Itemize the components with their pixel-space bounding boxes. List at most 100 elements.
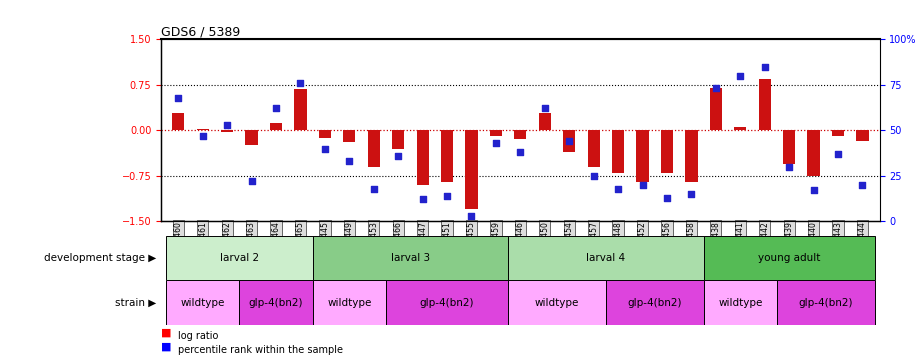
Bar — [172, 113, 184, 130]
Text: GSM459: GSM459 — [492, 221, 500, 253]
Bar — [246, 130, 258, 146]
Text: larval 2: larval 2 — [220, 253, 259, 263]
Point — [708, 86, 723, 91]
Point — [488, 140, 503, 146]
Text: ■: ■ — [161, 342, 171, 352]
Bar — [734, 127, 746, 130]
Point — [587, 173, 601, 179]
Text: GSM438: GSM438 — [711, 221, 720, 253]
Point — [855, 182, 869, 188]
Point — [269, 106, 284, 111]
Text: GSM442: GSM442 — [760, 221, 769, 253]
Text: wildtype: wildtype — [718, 297, 763, 308]
Text: GSM443: GSM443 — [834, 221, 843, 253]
Bar — [832, 130, 845, 136]
Text: young adult: young adult — [758, 253, 821, 263]
Bar — [704, 236, 875, 280]
Text: glp-4(bn2): glp-4(bn2) — [799, 297, 853, 308]
Point — [293, 80, 308, 86]
Bar — [367, 130, 379, 167]
Bar — [704, 280, 777, 325]
Bar — [490, 130, 502, 136]
Bar — [685, 130, 697, 182]
Bar — [636, 130, 648, 182]
Text: GSM444: GSM444 — [858, 221, 867, 253]
Bar — [612, 130, 624, 173]
Bar — [508, 280, 606, 325]
Bar — [239, 280, 312, 325]
Text: GSM449: GSM449 — [344, 221, 354, 253]
Text: GSM456: GSM456 — [662, 221, 671, 253]
Text: strain ▶: strain ▶ — [115, 297, 157, 308]
Bar — [539, 113, 551, 130]
Text: GSM451: GSM451 — [443, 221, 451, 253]
Point — [244, 178, 259, 184]
Point — [391, 153, 405, 159]
Point — [415, 197, 430, 202]
Bar — [295, 89, 307, 130]
Bar — [166, 236, 312, 280]
Point — [538, 106, 553, 111]
Text: GDS6 / 5389: GDS6 / 5389 — [161, 25, 240, 38]
Bar — [710, 88, 722, 130]
Point — [318, 146, 332, 151]
Text: GSM466: GSM466 — [393, 221, 402, 253]
Point — [220, 122, 235, 128]
Text: GSM465: GSM465 — [296, 221, 305, 253]
Bar — [759, 79, 771, 130]
Point — [831, 151, 845, 157]
Bar — [270, 123, 282, 130]
Text: GSM448: GSM448 — [613, 221, 623, 253]
Point — [635, 182, 650, 188]
Text: GSM445: GSM445 — [321, 221, 330, 253]
Text: glp-4(bn2): glp-4(bn2) — [249, 297, 303, 308]
Text: GSM440: GSM440 — [809, 221, 818, 253]
Text: GSM441: GSM441 — [736, 221, 745, 253]
Point — [757, 64, 772, 70]
Bar — [588, 130, 600, 167]
Point — [464, 213, 479, 219]
Text: wildtype: wildtype — [327, 297, 371, 308]
Point — [342, 159, 356, 164]
Bar — [661, 130, 673, 173]
Bar — [783, 130, 795, 164]
Text: GSM455: GSM455 — [467, 221, 476, 253]
Point — [684, 191, 699, 197]
Text: GSM439: GSM439 — [785, 221, 794, 253]
Text: GSM453: GSM453 — [369, 221, 379, 253]
Text: larval 4: larval 4 — [587, 253, 625, 263]
Bar — [344, 130, 356, 142]
Text: wildtype: wildtype — [535, 297, 579, 308]
Bar — [563, 130, 576, 151]
Text: GSM447: GSM447 — [418, 221, 427, 253]
Text: glp-4(bn2): glp-4(bn2) — [420, 297, 474, 308]
Text: GSM454: GSM454 — [565, 221, 574, 253]
Text: GSM457: GSM457 — [589, 221, 598, 253]
Text: GSM452: GSM452 — [638, 221, 647, 253]
Point — [171, 95, 186, 100]
Point — [733, 73, 748, 79]
Point — [367, 186, 381, 191]
Bar — [777, 280, 875, 325]
Text: GSM462: GSM462 — [223, 221, 232, 253]
Bar — [857, 130, 869, 141]
Text: GSM446: GSM446 — [516, 221, 525, 253]
Point — [562, 139, 577, 144]
Point — [782, 164, 797, 170]
Bar — [808, 130, 820, 176]
Point — [513, 149, 528, 155]
Text: GSM463: GSM463 — [247, 221, 256, 253]
Point — [806, 187, 821, 193]
Text: GSM464: GSM464 — [272, 221, 281, 253]
Bar — [319, 130, 331, 137]
Text: larval 3: larval 3 — [391, 253, 430, 263]
Bar — [508, 236, 704, 280]
Bar — [312, 280, 386, 325]
Text: GSM450: GSM450 — [541, 221, 549, 253]
Bar — [606, 280, 704, 325]
Text: GSM460: GSM460 — [174, 221, 182, 253]
Point — [659, 195, 674, 201]
Text: GSM461: GSM461 — [198, 221, 207, 253]
Bar — [221, 130, 233, 131]
Point — [195, 133, 210, 139]
